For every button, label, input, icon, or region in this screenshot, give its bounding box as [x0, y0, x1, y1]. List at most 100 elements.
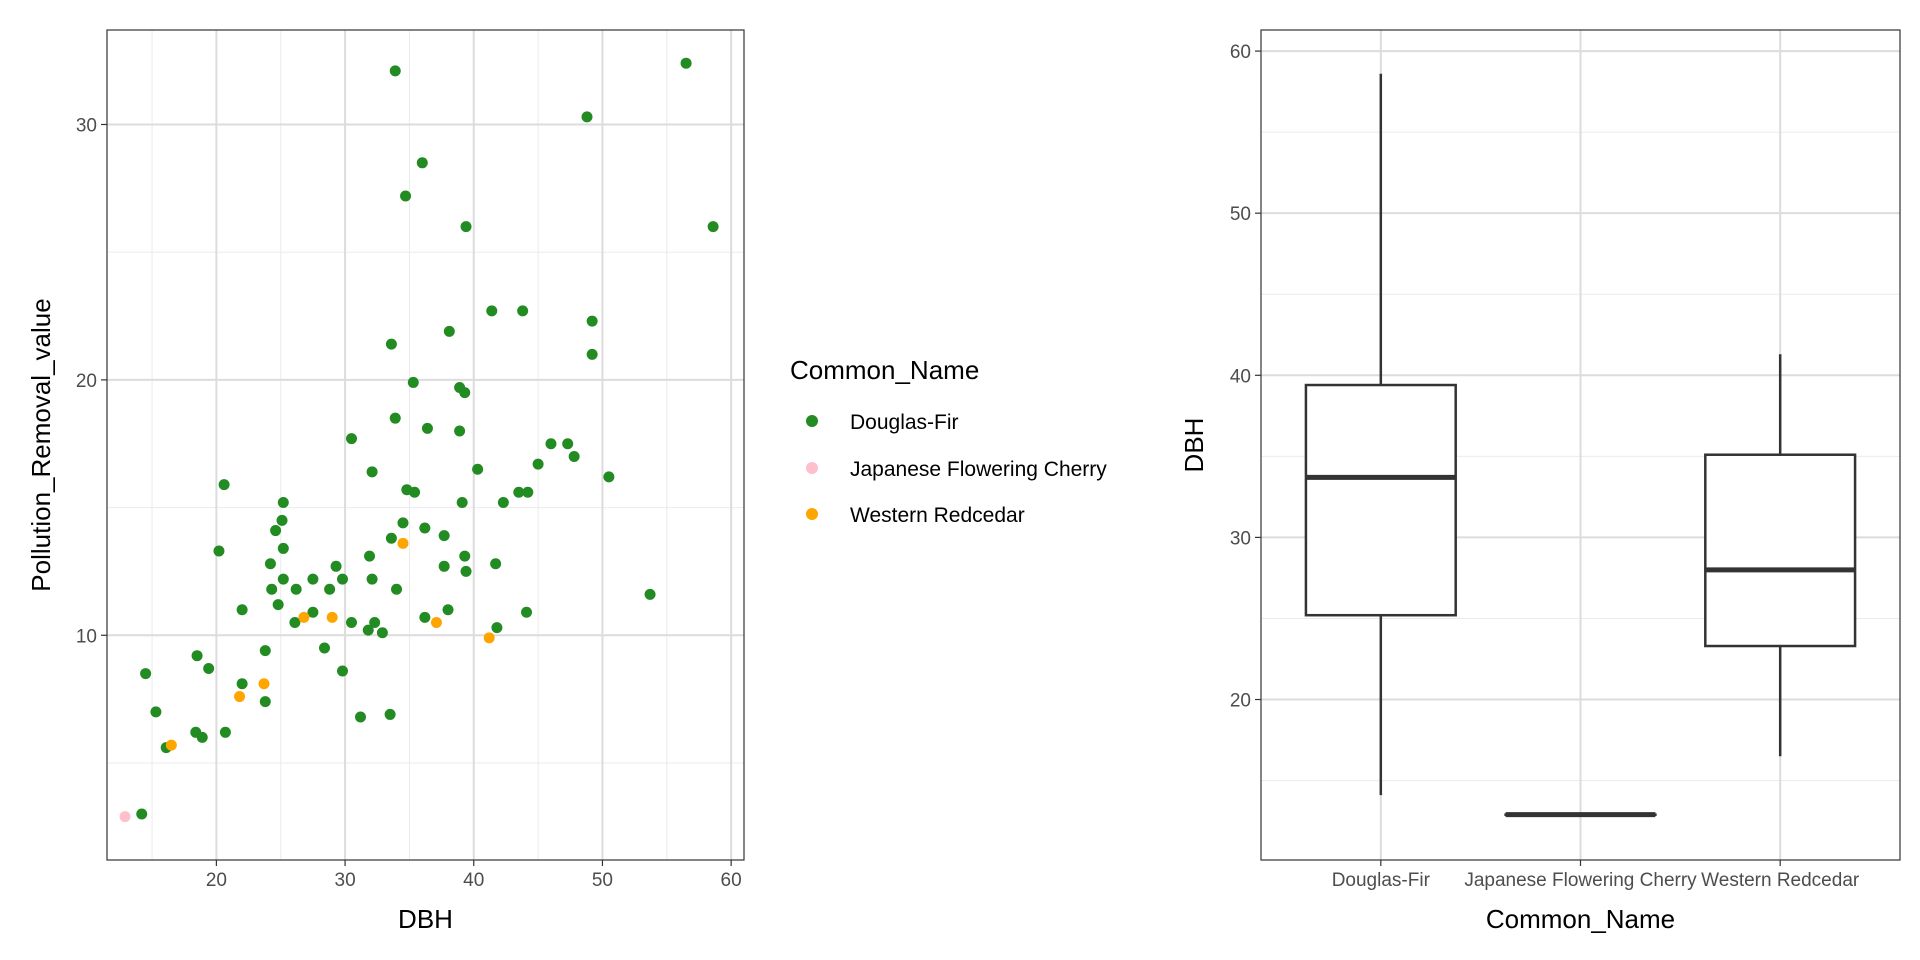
scatter-point-douglas-fir: [277, 496, 289, 508]
scatter-point-douglas-fir: [438, 560, 450, 572]
scatter-point-douglas-fir: [644, 588, 656, 600]
scatter-y-tick-label: 20: [76, 371, 97, 392]
scatter-point-douglas-fir: [568, 450, 580, 462]
legend-item-japanese-flowering-cherry: Japanese Flowering Cherry: [806, 458, 1107, 481]
scatter-point-douglas-fir: [586, 315, 598, 327]
scatter-point-douglas-fir: [259, 645, 271, 657]
scatter-point-douglas-fir: [384, 708, 396, 720]
scatter-point-douglas-fir: [362, 624, 374, 636]
boxplot-y-tick-label: 50: [1230, 204, 1251, 225]
boxplot-y-tick-label: 20: [1230, 691, 1251, 712]
boxplot-x-tick-label: Western Redcedar: [1701, 870, 1860, 891]
scatter-point-western-redcedar: [165, 739, 177, 751]
scatter-point-douglas-fir: [259, 696, 271, 708]
scatter-point-douglas-fir: [366, 573, 378, 585]
scatter-point-western-redcedar: [430, 616, 442, 628]
scatter-point-douglas-fir: [581, 111, 593, 123]
scatter-panel: 20 30 40 50 60 10 20 30 DBH Pollution_Removal_v…: [26, 29, 745, 934]
scatter-point-douglas-fir: [264, 558, 276, 570]
scatter-point-douglas-fir: [443, 325, 455, 337]
legend: Common_Name Douglas-Fir Japanese Floweri…: [790, 355, 1107, 527]
scatter-point-douglas-fir: [513, 486, 525, 498]
scatter-point-douglas-fir: [290, 583, 302, 595]
scatter-point-douglas-fir: [442, 604, 454, 616]
scatter-point-douglas-fir: [490, 558, 502, 570]
boxplot-y-tick-label: 30: [1230, 528, 1251, 549]
scatter-y-tick-label: 30: [76, 115, 97, 136]
scatter-point-douglas-fir: [497, 496, 509, 508]
boxplot-boxes: [1304, 73, 1857, 818]
scatter-point-douglas-fir: [460, 565, 472, 577]
scatter-point-western-redcedar: [234, 691, 246, 703]
scatter-point-douglas-fir: [385, 338, 397, 350]
scatter-point-douglas-fir: [203, 662, 215, 674]
box-body: [1304, 383, 1457, 617]
scatter-point-douglas-fir: [454, 425, 466, 437]
scatter-point-douglas-fir: [400, 190, 412, 202]
scatter-point-douglas-fir: [276, 514, 288, 526]
scatter-point-western-redcedar: [483, 632, 495, 644]
scatter-point-douglas-fir: [277, 542, 289, 554]
scatter-point-douglas-fir: [289, 616, 301, 628]
box-douglas-fir: [1304, 73, 1457, 796]
scatter-point-douglas-fir: [472, 463, 484, 475]
series-western-redcedar: [165, 537, 495, 751]
scatter-point-douglas-fir: [140, 668, 152, 680]
scatter-point-douglas-fir: [272, 599, 284, 611]
scatter-x-tick-label: 60: [721, 870, 742, 891]
scatter-point-douglas-fir: [385, 532, 397, 544]
legend-label-western-redcedar: Western Redcedar: [850, 504, 1025, 527]
scatter-point-douglas-fir: [277, 573, 289, 585]
scatter-x-tick-label: 30: [335, 870, 356, 891]
scatter-point-douglas-fir: [346, 433, 358, 445]
boxplot-panel: 20 30 40 50 60 Douglas-Fir Japanese Flowering …: [1179, 29, 1901, 934]
legend-item-douglas-fir: Douglas-Fir: [806, 411, 959, 434]
scatter-point-douglas-fir: [419, 611, 431, 623]
scatter-point-japanese-flowering-cherry: [119, 811, 131, 823]
scatter-point-douglas-fir: [680, 57, 692, 69]
scatter-point-douglas-fir: [266, 583, 278, 595]
series-japanese-flowering-cherry: [119, 811, 131, 823]
scatter-point-douglas-fir: [213, 545, 225, 557]
scatter-point-douglas-fir: [236, 604, 248, 616]
scatter-point-douglas-fir: [486, 305, 498, 317]
scatter-point-douglas-fir: [522, 486, 534, 498]
scatter-point-douglas-fir: [707, 221, 719, 233]
scatter-point-douglas-fir: [336, 573, 348, 585]
scatter-point-douglas-fir: [407, 376, 419, 388]
scatter-point-western-redcedar: [258, 678, 270, 690]
scatter-x-axis-title: DBH: [398, 904, 453, 934]
scatter-point-douglas-fir: [270, 525, 282, 537]
scatter-point-western-redcedar: [397, 537, 409, 549]
scatter-point-douglas-fir: [517, 305, 529, 317]
scatter-point-douglas-fir: [419, 522, 431, 534]
scatter-point-douglas-fir: [336, 665, 348, 677]
boxplot-y-tick-label: 40: [1230, 366, 1251, 387]
scatter-point-douglas-fir: [459, 387, 471, 399]
scatter-point-douglas-fir: [416, 157, 428, 169]
box-body: [1704, 453, 1857, 648]
boxplot-x-tick-label: Douglas-Fir: [1332, 870, 1431, 891]
scatter-point-douglas-fir: [603, 471, 615, 483]
scatter-point-douglas-fir: [369, 616, 381, 628]
scatter-y-tick-label: 10: [76, 626, 97, 647]
scatter-points: [119, 57, 719, 823]
scatter-point-douglas-fir: [196, 731, 208, 743]
scatter-x-tick-label: 40: [463, 870, 484, 891]
scatter-point-douglas-fir: [438, 530, 450, 542]
scatter-x-tick-label: 20: [206, 870, 227, 891]
scatter-point-western-redcedar: [298, 611, 310, 623]
scatter-point-douglas-fir: [532, 458, 544, 470]
boxplot-y-tick-label: 60: [1230, 42, 1251, 63]
scatter-point-douglas-fir: [366, 466, 378, 478]
scatter-point-douglas-fir: [456, 496, 468, 508]
boxplot-y-axis-title: DBH: [1179, 418, 1209, 473]
scatter-point-western-redcedar: [326, 611, 338, 623]
scatter-point-douglas-fir: [409, 486, 421, 498]
legend-label-douglas-fir: Douglas-Fir: [850, 411, 959, 434]
scatter-plot-background: [107, 30, 744, 860]
scatter-point-douglas-fir: [330, 560, 342, 572]
scatter-point-douglas-fir: [236, 678, 248, 690]
scatter-ticks: 20 30 40 50 60 10 20 30: [76, 115, 742, 891]
